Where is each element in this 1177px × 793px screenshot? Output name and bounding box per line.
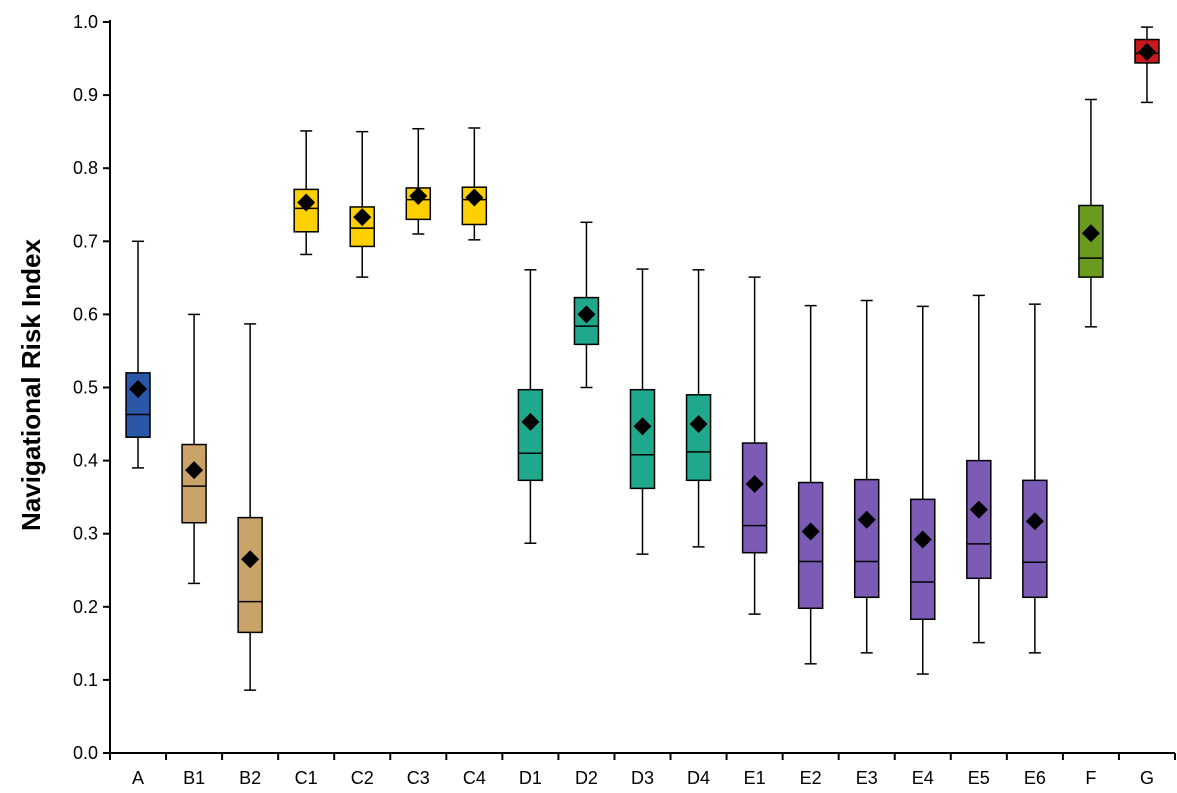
- x-tick-label: E2: [800, 768, 822, 788]
- box-c2: [349, 130, 375, 278]
- mean-marker: [353, 208, 372, 227]
- x-tick-label: D3: [631, 768, 654, 788]
- box-c4: [461, 127, 488, 241]
- box-e2: [797, 304, 824, 665]
- box-d3: [629, 268, 656, 555]
- x-tick-label: E3: [856, 768, 878, 788]
- box-e4: [910, 305, 936, 675]
- y-tick-label: 0.8: [73, 158, 98, 178]
- mean-marker: [465, 188, 484, 207]
- x-tick-label: C4: [463, 768, 486, 788]
- iqr-box: [1022, 479, 1048, 599]
- mean-marker: [185, 461, 204, 480]
- mean-marker: [1081, 224, 1100, 243]
- x-tick-label: C3: [407, 768, 430, 788]
- y-tick-label: 0.9: [73, 85, 98, 105]
- mean-marker: [745, 474, 764, 493]
- y-tick-label: 0.6: [73, 304, 98, 324]
- y-tick-label: 0.2: [73, 597, 98, 617]
- x-tick-label: C1: [295, 768, 318, 788]
- mean-marker: [1025, 512, 1044, 531]
- mean-marker: [801, 522, 820, 541]
- mean-marker: [129, 379, 148, 398]
- box-a: [125, 240, 151, 469]
- mean-marker: [297, 193, 316, 212]
- box-c3: [405, 127, 432, 235]
- y-tick-label: 1.0: [73, 12, 98, 32]
- box-c1: [293, 130, 319, 256]
- y-tick-label: 0.5: [73, 378, 98, 398]
- box-b2: [237, 323, 263, 691]
- box-e5: [966, 294, 992, 644]
- x-tick-label: E1: [744, 768, 766, 788]
- mean-marker: [409, 186, 428, 205]
- x-tick-label: C2: [351, 768, 374, 788]
- y-tick-label: 0.1: [73, 670, 98, 690]
- y-tick-label: 0.7: [73, 231, 98, 251]
- x-tick-label: B1: [183, 768, 205, 788]
- x-tick-label: D1: [519, 768, 542, 788]
- iqr-box: [685, 394, 712, 482]
- iqr-box: [853, 478, 880, 599]
- x-tick-label: F: [1085, 768, 1096, 788]
- mean-marker: [633, 417, 652, 436]
- box-d1: [517, 269, 544, 544]
- x-tick-label: G: [1140, 768, 1154, 788]
- iqr-box: [181, 443, 207, 524]
- box-d4: [685, 269, 712, 548]
- box-f: [1078, 98, 1104, 328]
- x-tick-label: E6: [1024, 768, 1046, 788]
- mean-marker: [857, 510, 876, 529]
- x-tick-label: A: [132, 768, 144, 788]
- box-g: [1134, 26, 1160, 104]
- mean-marker: [577, 305, 596, 324]
- mean-marker: [521, 412, 540, 431]
- x-tick-label: D4: [687, 768, 710, 788]
- y-axis: 0.0 0.1 0.2 0.3 0.4 0.5 0.6 0.7 0.8 0.9 1.0: [73, 12, 111, 763]
- x-axis: A B1 B2 C1 C2 C3 C4 D1 D2 D3 D4 E1 E2 E3 E4 E5 E6 F G: [109, 752, 1176, 788]
- x-tick-label: E5: [968, 768, 990, 788]
- mean-marker: [241, 550, 260, 569]
- box-d2: [573, 221, 600, 389]
- iqr-box: [237, 516, 263, 634]
- x-tick-label: B2: [239, 768, 261, 788]
- y-tick-label: 0.4: [73, 451, 98, 471]
- box-e3: [853, 299, 880, 654]
- box-e6: [1022, 303, 1048, 654]
- iqr-box: [797, 481, 824, 610]
- mean-marker: [969, 500, 988, 519]
- y-tick-label: 0.0: [73, 743, 98, 763]
- box-series: [125, 26, 1160, 691]
- x-tick-label: E4: [912, 768, 934, 788]
- mean-marker: [913, 530, 932, 549]
- box-e1: [741, 276, 768, 615]
- mean-marker: [689, 415, 708, 434]
- iqr-box: [517, 388, 544, 482]
- x-tick-label: D2: [575, 768, 598, 788]
- iqr-box: [910, 498, 936, 620]
- y-tick-label: 0.3: [73, 524, 98, 544]
- y-axis-title: Navigational Risk Index: [16, 239, 46, 531]
- iqr-box: [966, 459, 992, 580]
- box-b1: [181, 313, 207, 585]
- iqr-box: [741, 442, 768, 554]
- mean-marker: [1137, 42, 1156, 61]
- iqr-box: [629, 388, 656, 490]
